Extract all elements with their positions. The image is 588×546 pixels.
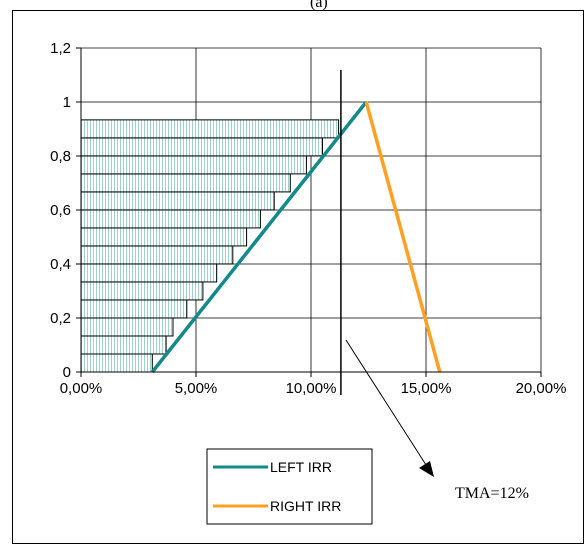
x-tick-label-3: 15,00% (401, 380, 452, 397)
cut-bar-5 (80, 263, 218, 283)
legend-box (206, 448, 373, 525)
cut-bars (80, 119, 340, 373)
x-tick-label-0: 0,00% (60, 380, 103, 397)
y-tick-label-0: 0 (63, 364, 71, 381)
cut-bar-3 (80, 299, 188, 319)
axes (76, 47, 542, 377)
cut-bar-8 (80, 209, 261, 229)
series (150, 70, 442, 395)
cut-bar-11 (80, 155, 307, 175)
y-tick-label-6: 1,2 (50, 40, 71, 57)
tma-annotation: TMA=12% (455, 485, 529, 502)
legend: LEFT IRR RIGHT IRR (206, 448, 373, 525)
cut-bar-13 (80, 119, 340, 139)
cut-bar-9 (80, 191, 275, 211)
annotation-arrowhead (419, 461, 434, 477)
cut-bar-4 (80, 281, 204, 301)
y-tick-label-4: 0,8 (50, 148, 71, 165)
series-line-right-irr (364, 101, 442, 373)
x-tick-label-2: 10,00% (286, 380, 337, 397)
cut-bar-6 (80, 245, 234, 265)
cut-bar-12 (80, 137, 323, 157)
cut-bar-7 (80, 227, 248, 247)
cut-bar-1 (80, 335, 167, 355)
cut-bar-10 (80, 173, 291, 193)
panel-label: (a) (310, 0, 328, 11)
y-tick-label-5: 1 (63, 94, 71, 111)
cut-bar-0 (80, 353, 153, 373)
annotation-arrow-line (345, 339, 429, 469)
annotation: TMA=12% (345, 339, 529, 502)
legend-label-right-irr: RIGHT IRR (270, 498, 341, 514)
x-tick-label-1: 5,00% (175, 380, 218, 397)
x-tick-label-4: 20,00% (516, 380, 567, 397)
series-line-left-irr (150, 100, 368, 374)
legend-label-left-irr: LEFT IRR (270, 459, 332, 475)
y-tick-label-2: 0,4 (50, 256, 71, 273)
cut-bar-2 (80, 317, 174, 337)
tick-labels: 0 0,2 0,4 0,6 0,8 1 1,2 0,00% 5,00% 10,00% 15,00% 2… (50, 40, 566, 397)
y-tick-label-1: 0,2 (50, 310, 71, 327)
y-tick-label-3: 0,6 (50, 202, 71, 219)
